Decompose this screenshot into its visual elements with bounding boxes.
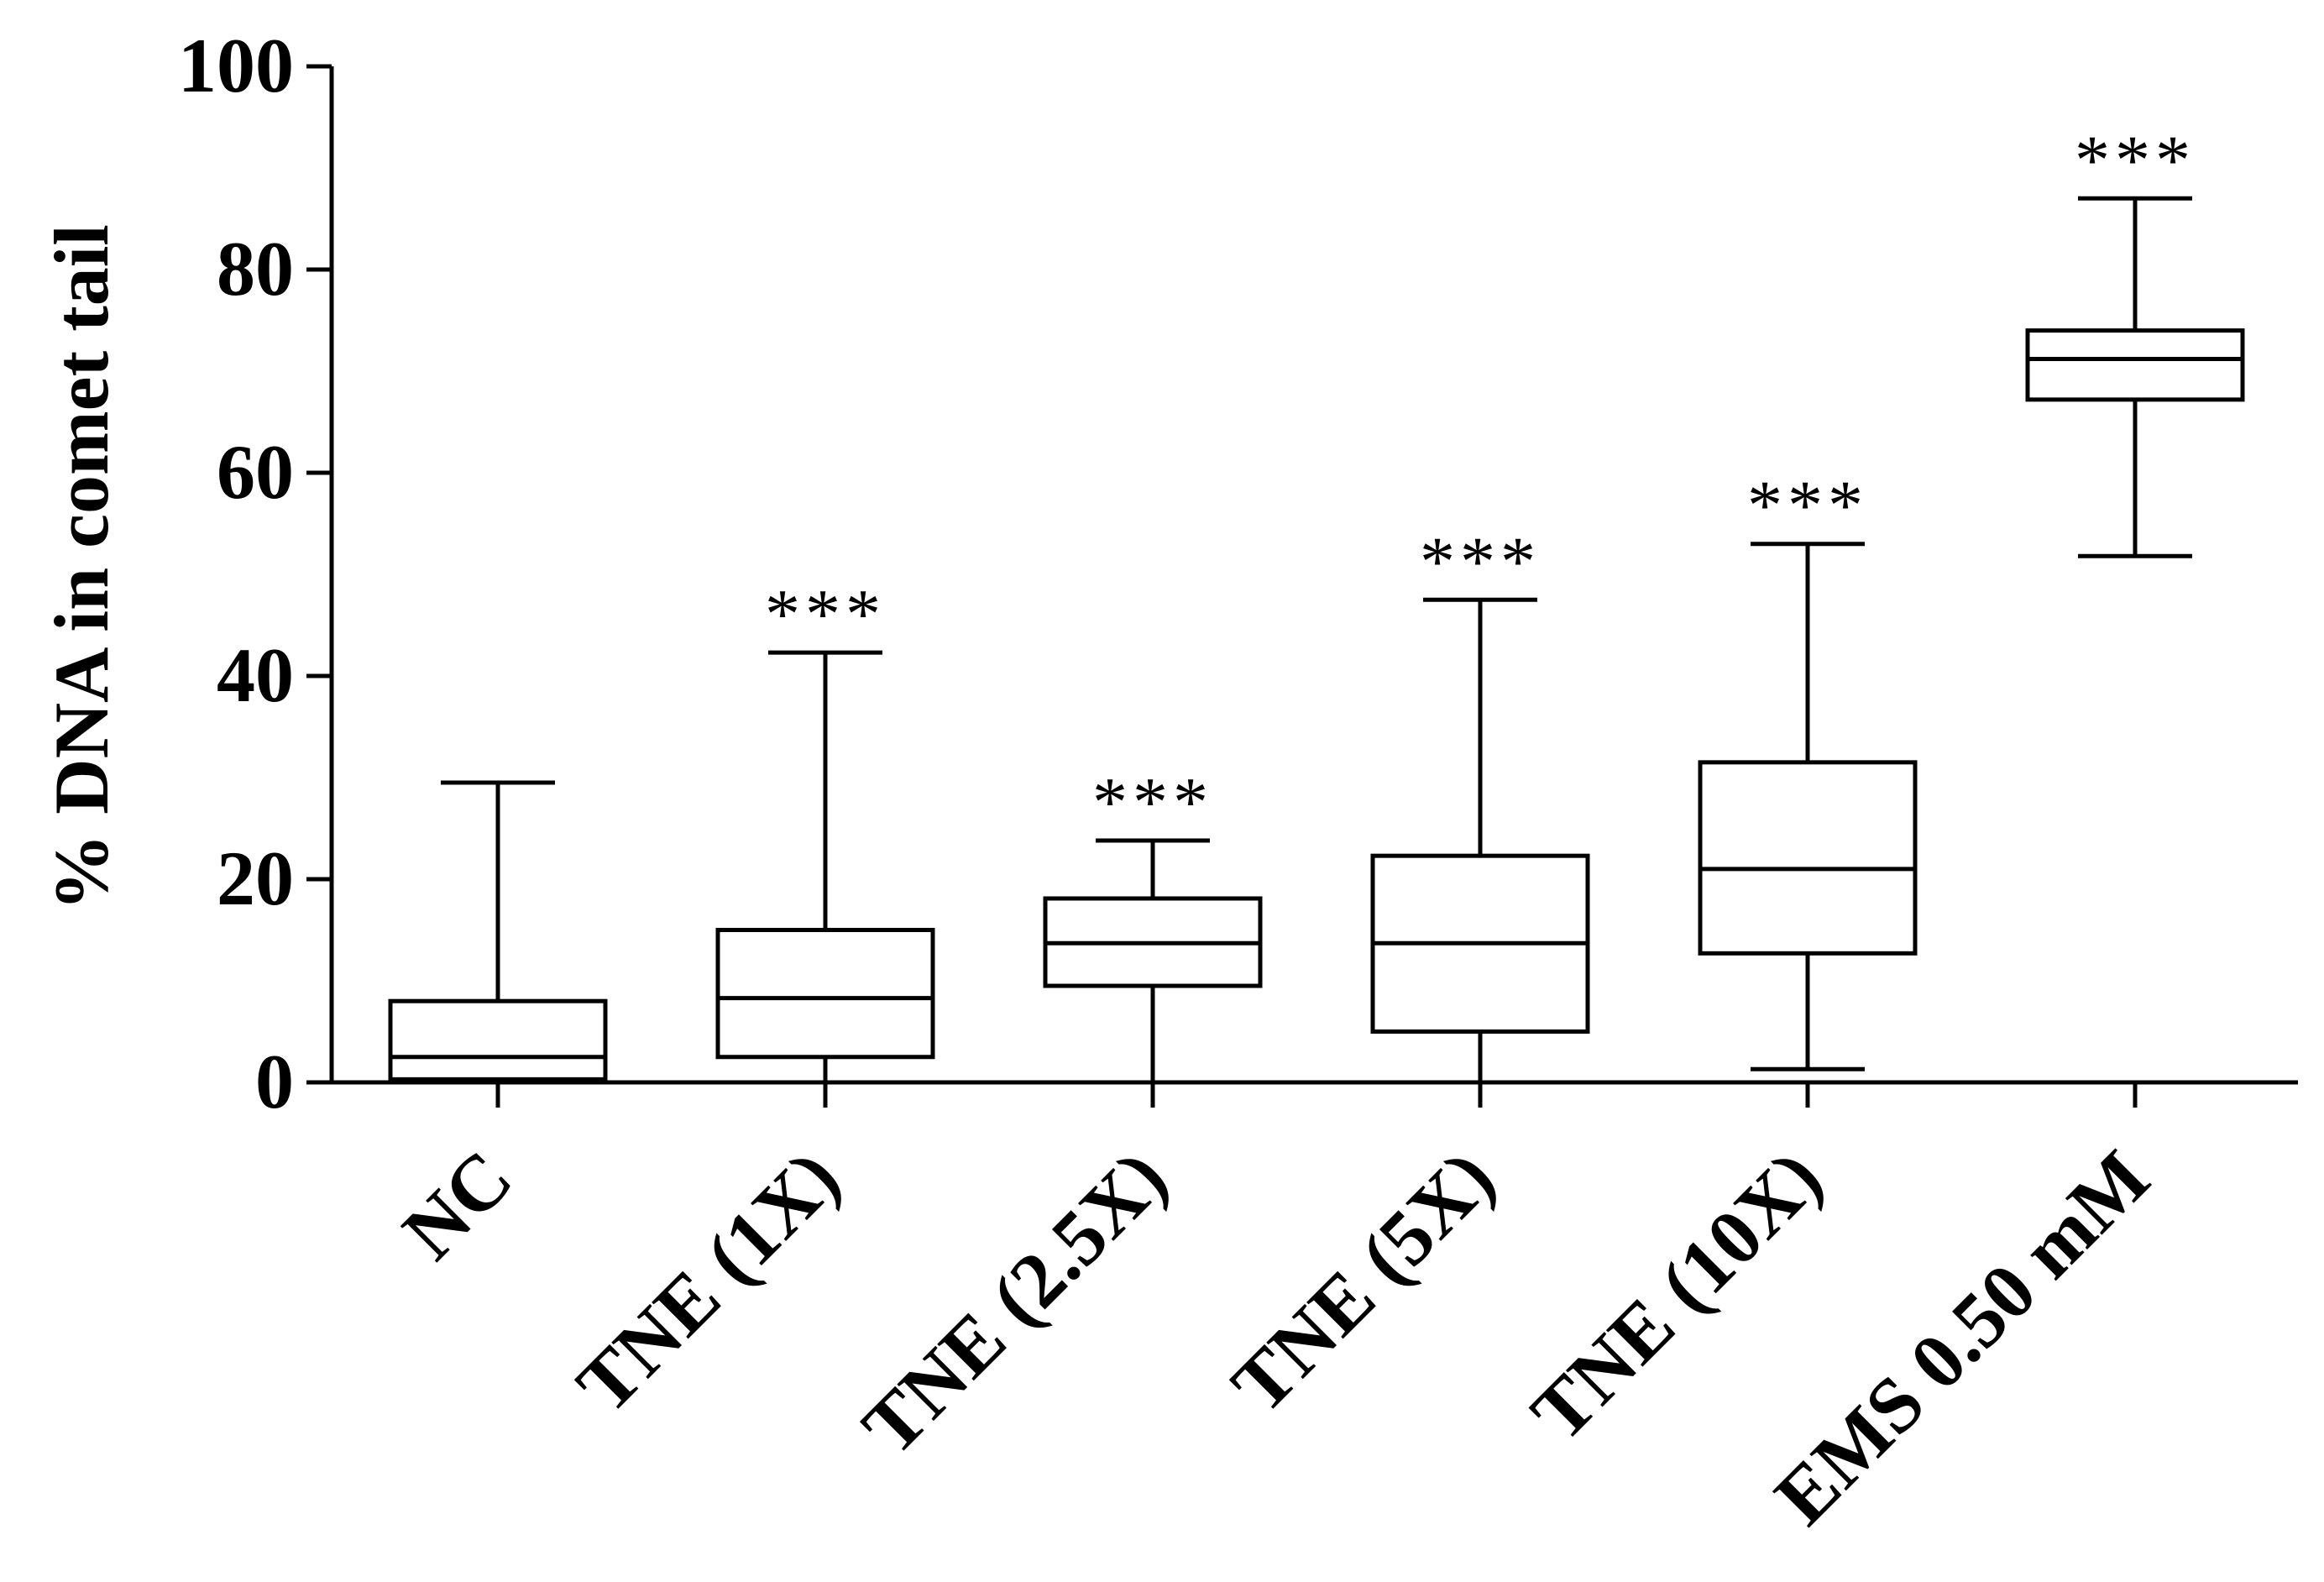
- significance-label: ***: [1420, 522, 1541, 600]
- y-tick-label: 20: [217, 836, 294, 921]
- significance-label: ***: [1092, 763, 1213, 841]
- category-label: TNE (5X): [1216, 1134, 1511, 1429]
- y-axis-title: % DNA in comet tail: [39, 224, 124, 911]
- category-labels: NC TNE (1X)TNE (2.5X) TNE (5X) TNE (10X)EMS…: [386, 1134, 2166, 1541]
- category-label: TNE (10X): [1515, 1134, 1839, 1458]
- box: [715, 928, 935, 1060]
- box: [2025, 328, 2245, 402]
- category-label: NC: [386, 1134, 529, 1276]
- significance-label: ***: [2075, 121, 2196, 199]
- y-axis: 0 20 40 60 80 100: [178, 23, 334, 1124]
- x-axis: [332, 1080, 2298, 1108]
- boxes: *** *** *** *** ***: [388, 121, 2245, 1082]
- box: [388, 998, 608, 1082]
- box: [1698, 760, 1918, 956]
- y-tick-label: 80: [217, 226, 294, 312]
- y-tick-label: 100: [178, 23, 294, 108]
- y-tick-label: 40: [217, 632, 294, 718]
- category-label: TNE (2.5X): [846, 1134, 1184, 1471]
- y-tick-label: 60: [217, 429, 294, 515]
- category-label: TNE (1X): [561, 1134, 856, 1429]
- significance-label: ***: [1747, 467, 1868, 545]
- significance-label: ***: [765, 575, 886, 653]
- y-tick-label: 0: [255, 1039, 294, 1124]
